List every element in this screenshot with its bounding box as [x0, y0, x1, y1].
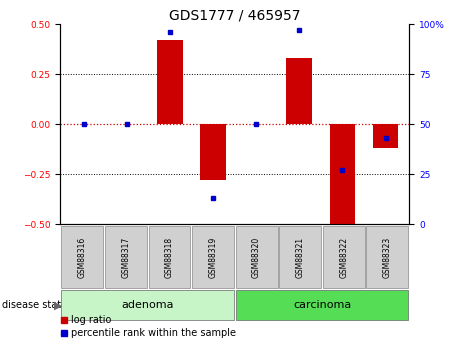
Bar	[286, 58, 312, 124]
Text: GSM88316: GSM88316	[78, 236, 87, 278]
Bar	[200, 124, 226, 180]
Bar	[372, 124, 399, 148]
Text: adenoma: adenoma	[121, 300, 174, 310]
Text: GSM88318: GSM88318	[165, 236, 174, 278]
Legend: log ratio, percentile rank within the sample: log ratio, percentile rank within the sa…	[60, 315, 236, 338]
Text: GSM88321: GSM88321	[296, 236, 305, 278]
Text: GSM88322: GSM88322	[339, 236, 348, 278]
Text: GSM88317: GSM88317	[121, 236, 130, 278]
Title: GDS1777 / 465957: GDS1777 / 465957	[169, 9, 300, 23]
Bar	[330, 124, 355, 228]
Text: GSM88323: GSM88323	[383, 236, 392, 278]
Text: disease state: disease state	[2, 300, 67, 310]
Text: GSM88320: GSM88320	[252, 236, 261, 278]
Text: GSM88319: GSM88319	[208, 236, 218, 278]
Text: carcinoma: carcinoma	[293, 300, 351, 310]
Bar	[157, 40, 183, 124]
Text: ▶: ▶	[53, 300, 62, 310]
